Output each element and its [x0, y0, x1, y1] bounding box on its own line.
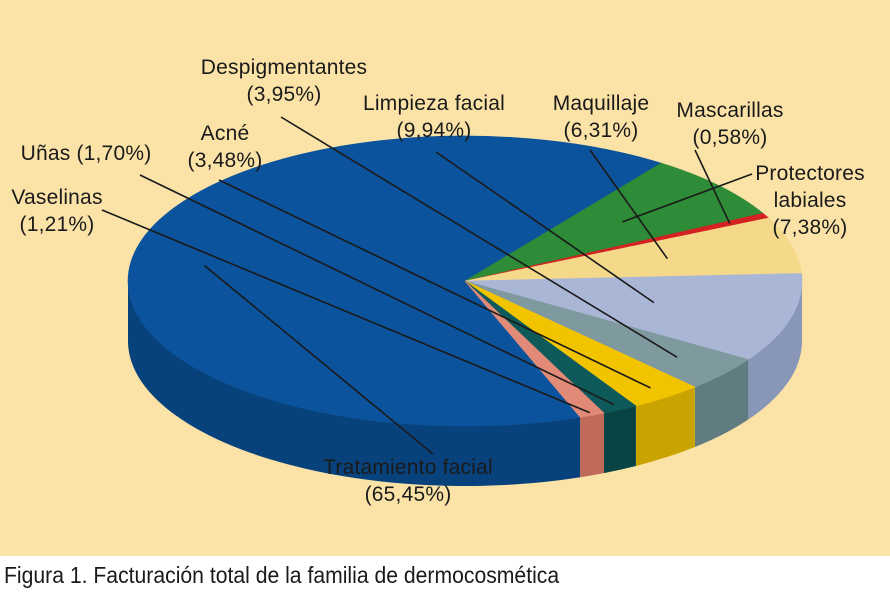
slice-label-5-line-1: (3,95%)	[247, 83, 322, 106]
slice-label-6-line-1: (3,48%)	[188, 149, 263, 172]
slice-label-4: Limpieza facial (9,94%)	[363, 92, 505, 142]
slice-label-3-line-0: Maquillaje	[553, 92, 650, 115]
slice-side-6	[635, 387, 695, 466]
slice-label-1: Protectores labiales (7,38%)	[755, 162, 865, 239]
slice-label-4-line-1: (9,94%)	[397, 119, 472, 142]
slice-label-2: Mascarillas (0,58%)	[676, 99, 783, 149]
slice-label-0-line-0: Tratamiento facial	[323, 456, 493, 479]
slice-label-1-line-0: Protectores	[755, 162, 865, 185]
label-leaders	[101, 116, 753, 455]
slice-label-5: Despigmentantes (3,95%)	[201, 56, 367, 106]
leader-line-3	[589, 149, 669, 260]
slice-side-7	[603, 405, 636, 474]
slice-label-1-line-1: labiales	[774, 189, 847, 212]
slice-label-2-line-1: (0,58%)	[693, 126, 768, 149]
slice-label-0-line-1: (65,45%)	[365, 483, 452, 506]
slice-label-7-line-0: Uñas (1,70%)	[21, 142, 152, 165]
pie-slice-0	[127, 135, 663, 427]
slice-side-8	[580, 413, 604, 478]
leader-line-0	[204, 265, 434, 455]
slice-label-8-line-1: (1,21%)	[20, 213, 95, 236]
slice-label-3: Maquillaje (6,31%)	[553, 92, 650, 142]
slice-label-0: Tratamiento facial (65,45%)	[323, 456, 493, 506]
pie-chart: Tratamiento facial (65,45%) Protectores lab…	[11, 56, 864, 506]
slice-label-6-line-0: Acné	[201, 122, 250, 145]
slice-label-3-line-1: (6,31%)	[564, 119, 639, 142]
slice-label-1-line-2: (7,38%)	[773, 216, 848, 239]
leader-line-6	[218, 179, 651, 389]
leader-line-7	[139, 174, 615, 406]
leader-line-2	[694, 149, 731, 224]
slice-label-8-line-0: Vaselinas	[11, 186, 102, 209]
pie-sides	[128, 281, 802, 486]
slice-side-0	[128, 281, 581, 486]
slice-label-8: Vaselinas (1,21%)	[11, 186, 102, 236]
slice-label-2-line-0: Mascarillas	[676, 99, 783, 122]
slice-side-4	[748, 281, 802, 420]
slice-labels: Tratamiento facial (65,45%) Protectores lab…	[11, 56, 864, 506]
leader-line-1	[622, 173, 753, 223]
slice-label-7: Uñas (1,70%)	[21, 142, 152, 165]
slice-label-6: Acné (3,48%)	[188, 122, 263, 172]
figure-caption: Figura 1. Facturación total de la famili…	[4, 562, 560, 588]
slice-label-5-line-0: Despigmentantes	[201, 56, 367, 79]
leader-line-8	[101, 209, 590, 414]
pie-slice-3	[464, 217, 802, 282]
chart-panel: Tratamiento facial (65,45%) Protectores lab…	[0, 0, 890, 556]
leader-line-4	[435, 151, 655, 304]
slice-label-4-line-0: Limpieza facial	[363, 92, 505, 115]
pie-tops	[127, 135, 803, 427]
pie-slice-4	[464, 273, 803, 360]
leader-line-5	[280, 116, 678, 358]
